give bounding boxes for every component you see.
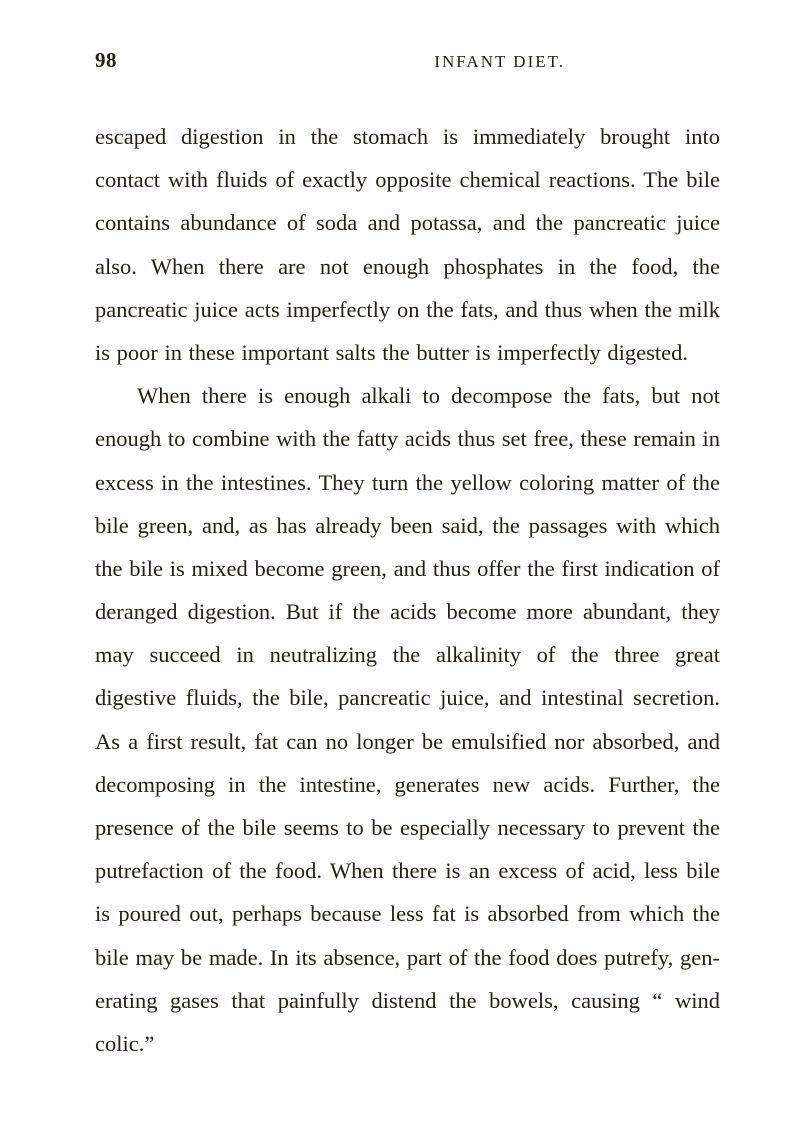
- page-header: 98 INFANT DIET.: [95, 48, 720, 73]
- body-text: escaped digestion in the stomach is imme…: [95, 115, 720, 1065]
- page-number: 98: [95, 48, 117, 73]
- book-page: 98 INFANT DIET. escaped digestion in the…: [0, 0, 800, 1127]
- paragraph-1: escaped digestion in the stomach is imme…: [95, 115, 720, 374]
- running-title: INFANT DIET.: [434, 52, 565, 72]
- paragraph-2: When there is enough alkali to decompose…: [95, 374, 720, 1065]
